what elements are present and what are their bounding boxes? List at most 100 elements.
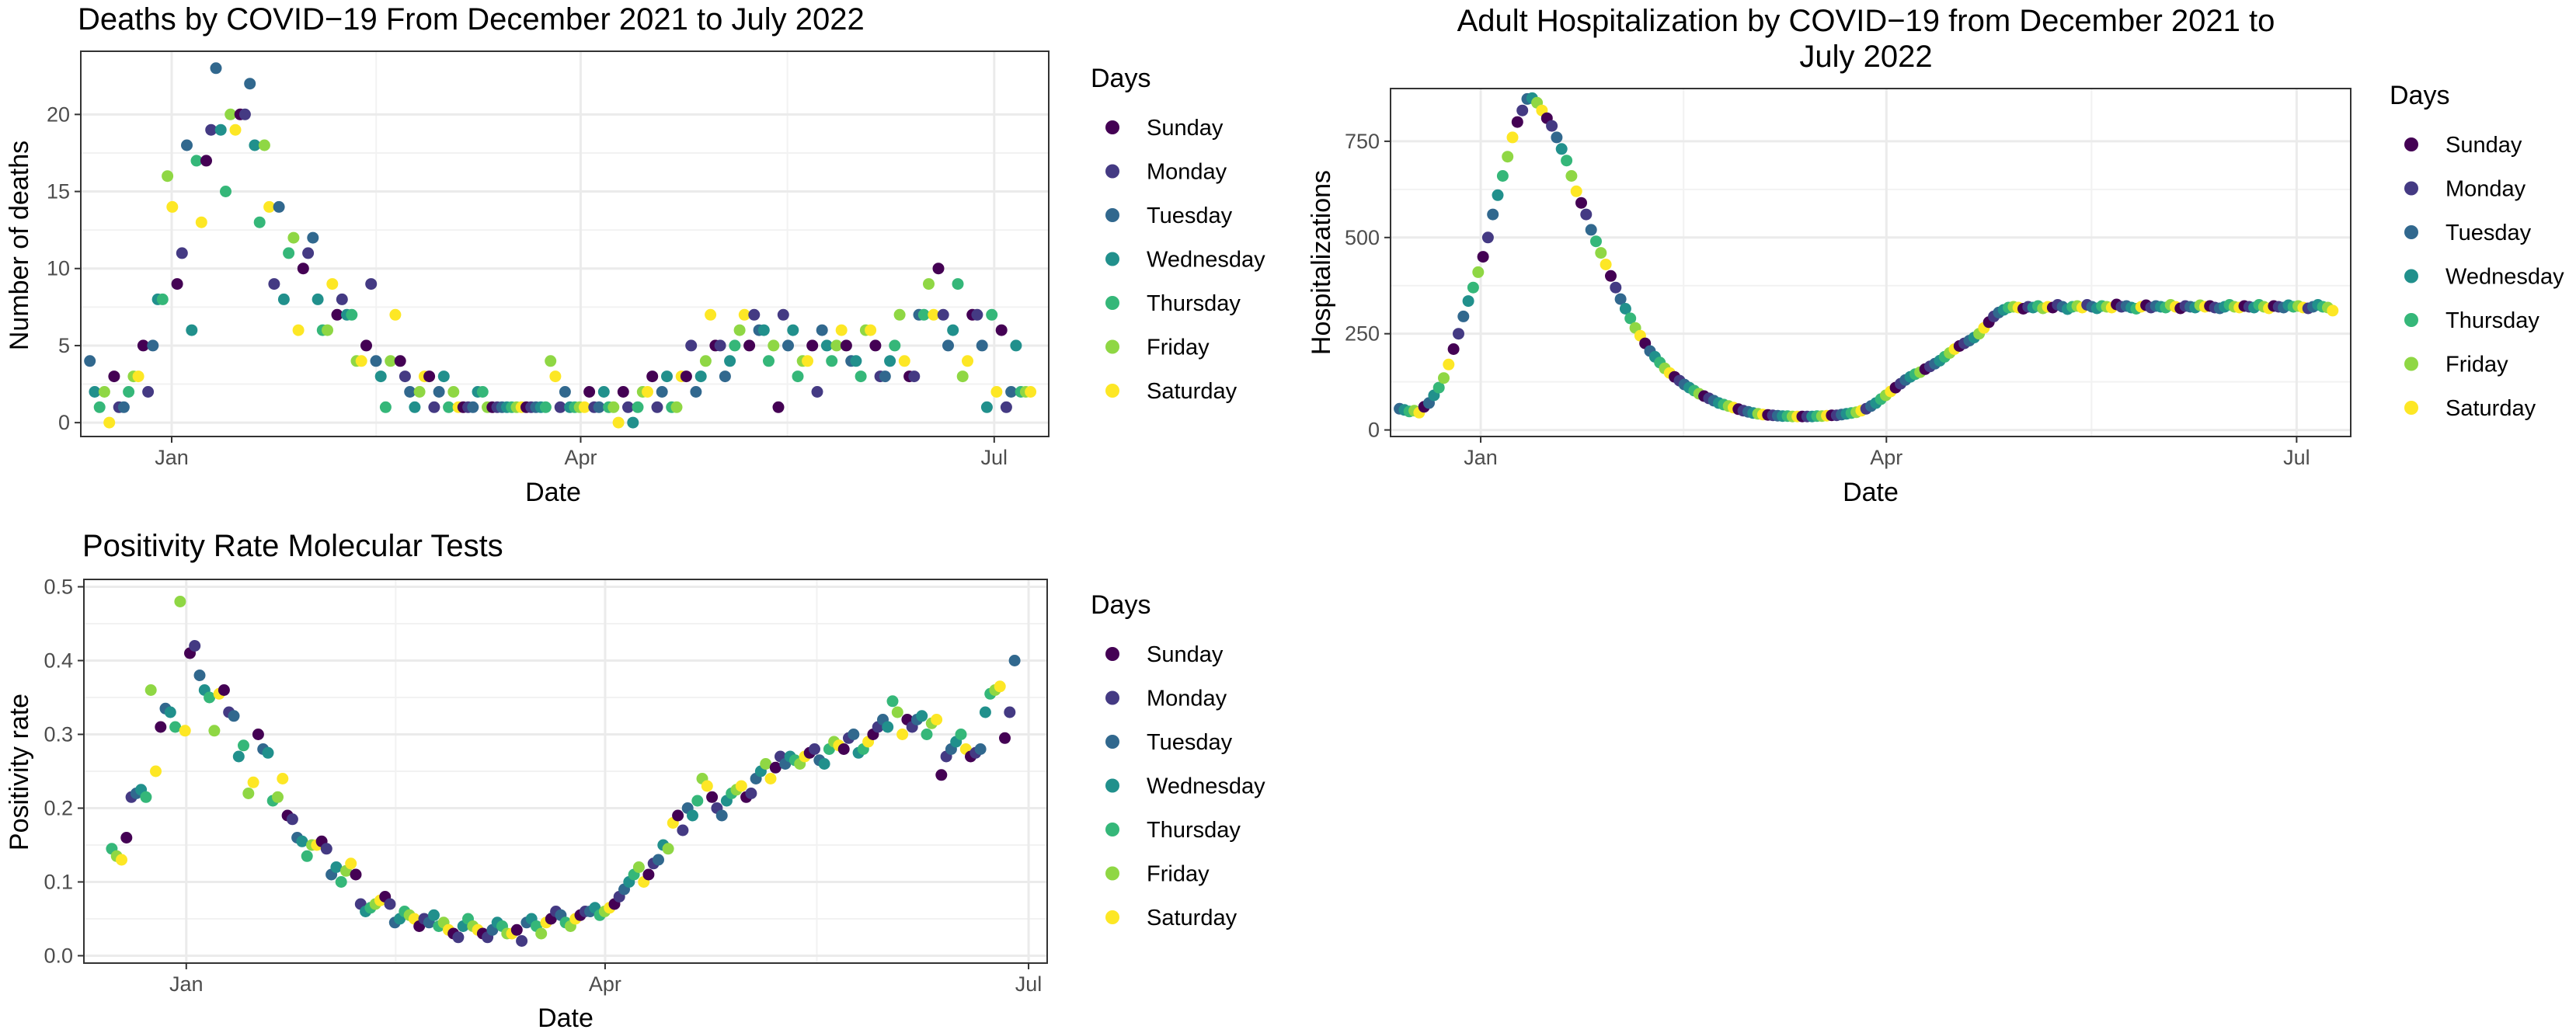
data-point: [916, 710, 928, 722]
data-point: [928, 308, 940, 321]
legend-label-saturday: Saturday: [1147, 379, 1238, 404]
data-point: [166, 200, 179, 213]
legend-key-monday: [1105, 690, 1119, 705]
data-point: [690, 386, 702, 398]
data-point: [147, 339, 159, 352]
data-point: [627, 416, 639, 429]
legend-key-tuesday: [1105, 208, 1119, 222]
data-point: [923, 278, 935, 290]
data-point: [809, 743, 820, 755]
legend-key-monday: [2404, 181, 2418, 196]
data-point: [651, 401, 663, 413]
data-point: [763, 355, 775, 367]
hospitalization-chart-title-line-2: July 2022: [1799, 40, 1932, 74]
x-tick-label: Jan: [169, 972, 204, 996]
data-point: [162, 170, 174, 183]
y-tick-label: 250: [1345, 322, 1380, 346]
data-point: [1502, 151, 1514, 163]
data-point: [193, 670, 206, 681]
data-point: [423, 370, 436, 383]
data-point: [312, 293, 324, 305]
hospitalization-chart-title-line-1: Adult Hospitalization by COVID−19 from D…: [1457, 4, 2275, 38]
data-point: [642, 386, 653, 398]
data-point: [816, 324, 828, 336]
data-point: [385, 355, 397, 367]
legend-key-wednesday: [1105, 778, 1119, 793]
data-point: [917, 308, 930, 321]
data-point: [262, 746, 274, 759]
data-point: [999, 732, 1011, 744]
data-point: [200, 155, 212, 167]
data-point: [1610, 281, 1622, 294]
data-point: [802, 355, 813, 367]
data-point: [320, 843, 332, 855]
data-point: [1477, 251, 1489, 263]
hospitalization-chart-panel: Adult Hospitalization by COVID−19 from D…: [1307, 4, 2351, 507]
data-point: [745, 788, 757, 799]
data-point: [379, 401, 392, 413]
data-point: [617, 386, 629, 398]
data-point: [772, 401, 785, 413]
deaths-chart-panel: Deaths by COVID−19 From December 2021 to…: [5, 2, 1050, 507]
data-point: [238, 739, 249, 752]
data-point: [1605, 270, 1617, 282]
data-point: [142, 386, 155, 398]
data-point: [787, 324, 799, 336]
data-point: [986, 308, 998, 321]
data-point: [225, 108, 237, 120]
legend-key-sunday: [1105, 647, 1119, 661]
positivity-chart-panel: Positivity Rate Molecular Tests Date Pos…: [5, 529, 1048, 1033]
data-point: [806, 339, 819, 352]
data-point: [777, 308, 789, 321]
data-point: [1487, 208, 1499, 221]
data-point: [1624, 312, 1637, 325]
data-point: [768, 339, 780, 352]
data-point: [715, 809, 728, 822]
data-point: [670, 401, 683, 413]
data-point: [891, 706, 903, 718]
legend-label-wednesday: Wednesday: [2445, 265, 2564, 290]
data-point: [701, 780, 713, 792]
data-point: [374, 370, 387, 383]
data-point: [971, 308, 983, 321]
legend-key-thursday: [2404, 313, 2418, 327]
data-point: [729, 339, 741, 352]
data-point: [743, 339, 756, 352]
data-point: [218, 684, 230, 696]
data-point: [244, 78, 256, 90]
data-point: [1457, 310, 1470, 322]
data-point: [443, 401, 455, 413]
legend-key-saturday: [1105, 910, 1119, 924]
data-point: [1590, 235, 1602, 248]
data-point: [1010, 339, 1022, 352]
data-point: [394, 355, 406, 367]
grid: [1391, 89, 2351, 437]
data-point: [330, 861, 343, 873]
data-point: [189, 640, 201, 652]
panel-border: [83, 579, 1048, 964]
panel-border: [80, 50, 1050, 437]
x-tick-label: Apr: [564, 446, 597, 469]
data-point: [229, 123, 242, 136]
data-point: [932, 263, 945, 275]
data-point: [1546, 120, 1558, 132]
data-point: [735, 780, 747, 792]
data-point: [865, 324, 877, 336]
data-point: [156, 293, 169, 305]
data-point: [974, 743, 987, 755]
data-point: [345, 857, 357, 870]
positivity-x-axis-title: Date: [538, 1003, 594, 1033]
data-point: [545, 355, 557, 367]
data-point: [204, 691, 216, 704]
data-point: [220, 186, 231, 197]
legend-title: Days: [1091, 590, 1150, 620]
data-point: [273, 200, 285, 213]
data-point: [360, 339, 372, 352]
legend-key-thursday: [1105, 823, 1119, 836]
data-point: [837, 743, 850, 755]
legend-key-tuesday: [1105, 735, 1119, 749]
data-point: [995, 324, 1008, 336]
data-point: [632, 401, 644, 413]
x-tick-label: Jul: [1015, 972, 1043, 996]
data-point: [850, 355, 862, 367]
